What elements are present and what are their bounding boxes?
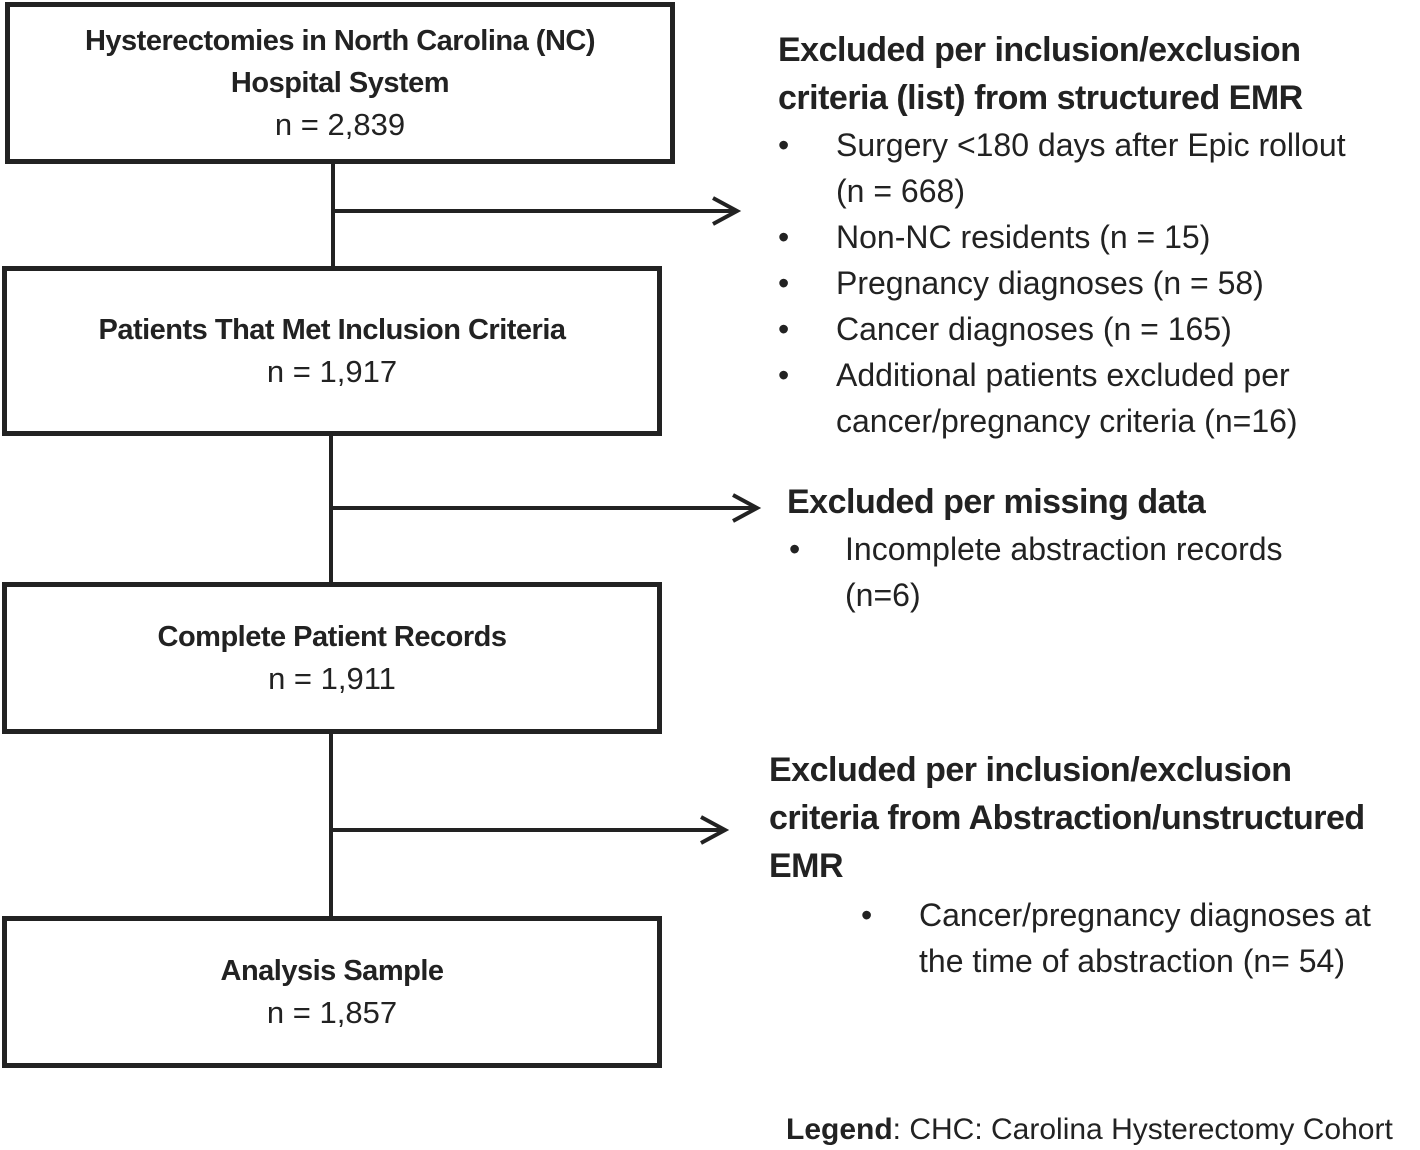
exclusion-arrow: [331, 815, 730, 845]
list-item: • Cancer diagnoses (n = 165): [778, 306, 1418, 352]
list-item: • Incomplete abstraction records (n=6): [787, 526, 1417, 618]
box-count: n = 2,839: [274, 107, 406, 142]
list-item-line: the time of abstraction (n= 54): [919, 943, 1345, 979]
list-item: • Surgery <180 days after Epic rollout (…: [778, 122, 1418, 214]
bullet-icon: •: [778, 311, 790, 347]
box-complete-records: Complete Patient Records n = 1,911: [2, 582, 662, 734]
legend: Legend: CHC: Carolina Hysterectomy Cohor…: [786, 1110, 1393, 1150]
list-item: • Additional patients excluded per cance…: [778, 352, 1418, 444]
box-hysterectomies: Hysterectomies in North Carolina (NC) Ho…: [5, 2, 675, 164]
box-count: n = 1,917: [266, 354, 398, 389]
box-title: Hysterectomies in North Carolina (NC): [84, 25, 596, 57]
bullet-icon: •: [778, 357, 790, 393]
exclusion-arrow: [333, 196, 742, 226]
list-item-line: Cancer/pregnancy diagnoses at: [919, 897, 1371, 933]
list-item-line: Incomplete abstraction records: [845, 531, 1283, 567]
list-item: • Cancer/pregnancy diagnoses at the time…: [769, 892, 1419, 984]
exclusion-heading-line: criteria from Abstraction/unstructured: [769, 799, 1365, 837]
exclusion-heading-line: EMR: [769, 847, 844, 885]
list-item-line: Surgery <180 days after Epic rollout: [836, 127, 1346, 163]
exclusion-heading: Excluded per missing data: [787, 478, 1417, 526]
list-item-line: cancer/pregnancy criteria (n=16): [836, 403, 1298, 439]
bullet-icon: •: [861, 897, 873, 933]
box-count: n = 1,857: [266, 995, 398, 1030]
exclusion-heading-line: Excluded per missing data: [787, 483, 1206, 521]
bullet-icon: •: [778, 127, 790, 163]
exclusion-list: • Cancer/pregnancy diagnoses at the time…: [769, 892, 1419, 984]
box-title: Patients That Met Inclusion Criteria: [98, 314, 566, 346]
list-item: • Non-NC residents (n = 15): [778, 214, 1418, 260]
list-item-line: Additional patients excluded per: [836, 357, 1290, 393]
bullet-icon: •: [778, 265, 790, 301]
exclusion-list: • Surgery <180 days after Epic rollout (…: [778, 122, 1418, 444]
legend-text: : CHC: Carolina Hysterectomy Cohort: [892, 1113, 1393, 1146]
box-analysis-sample: Analysis Sample n = 1,857: [2, 916, 662, 1068]
exclusion-heading-line: criteria (list) from structured EMR: [778, 79, 1303, 117]
box-title: Analysis Sample: [220, 955, 445, 987]
list-item-line: Cancer diagnoses (n = 165): [836, 311, 1232, 347]
exclusion-structured-emr: Excluded per inclusion/exclusion criteri…: [778, 26, 1418, 444]
exclusion-arrow: [331, 493, 762, 523]
legend-label: Legend: [786, 1113, 893, 1146]
list-item-line: (n = 668): [836, 173, 965, 209]
exclusion-heading: Excluded per inclusion/exclusion criteri…: [769, 746, 1419, 890]
connector-line: [331, 164, 335, 266]
box-title: Complete Patient Records: [157, 621, 507, 653]
bullet-icon: •: [789, 531, 801, 567]
box-count: n = 1,911: [268, 661, 396, 696]
list-item: • Pregnancy diagnoses (n = 58): [778, 260, 1418, 306]
list-item-line: Pregnancy diagnoses (n = 58): [836, 265, 1264, 301]
box-title: Hospital System: [230, 67, 450, 99]
exclusion-heading-line: Excluded per inclusion/exclusion: [778, 31, 1301, 69]
box-inclusion-criteria: Patients That Met Inclusion Criteria n =…: [2, 266, 662, 436]
connector-line: [329, 734, 333, 916]
bullet-icon: •: [778, 219, 790, 255]
exclusion-heading: Excluded per inclusion/exclusion criteri…: [778, 26, 1418, 122]
exclusion-heading-line: Excluded per inclusion/exclusion: [769, 751, 1292, 789]
exclusion-abstraction: Excluded per inclusion/exclusion criteri…: [769, 746, 1419, 984]
exclusion-list: • Incomplete abstraction records (n=6): [787, 526, 1417, 618]
exclusion-missing-data: Excluded per missing data • Incomplete a…: [787, 478, 1417, 618]
list-item-line: Non-NC residents (n = 15): [836, 219, 1211, 255]
list-item-line: (n=6): [845, 577, 921, 613]
